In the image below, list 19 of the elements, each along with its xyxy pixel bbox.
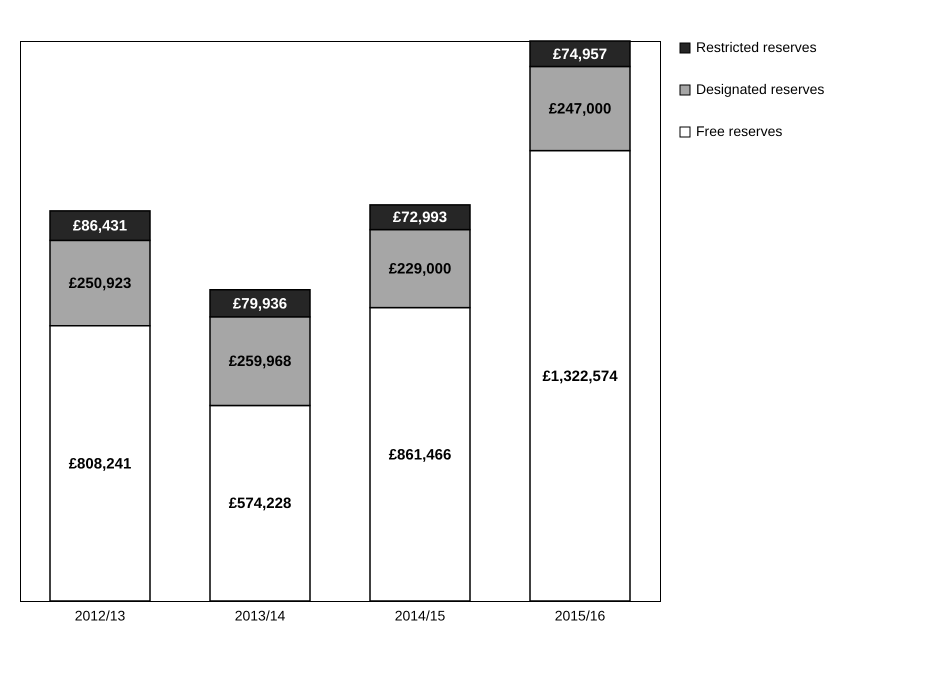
- x-tick-label: 2015/16: [554, 608, 606, 624]
- data-label: £229,000: [388, 260, 452, 278]
- data-label: £86,431: [72, 218, 128, 235]
- data-label: £259,968: [228, 353, 292, 370]
- data-label: £808,241: [68, 455, 132, 472]
- data-label: £861,466: [388, 446, 452, 464]
- data-label: £247,000: [548, 100, 612, 118]
- x-tick-label: 2014/15: [394, 608, 446, 624]
- legend-label: Designated reserves: [696, 81, 824, 97]
- data-label: £79,936: [232, 295, 288, 312]
- legend-label: Free reserves: [696, 123, 782, 139]
- data-label: £574,228: [228, 495, 292, 512]
- data-label: £1,322,574: [542, 368, 618, 385]
- data-label: £250,923: [68, 275, 132, 292]
- data-label: £72,993: [392, 209, 448, 226]
- x-tick-label: 2012/13: [74, 608, 126, 624]
- x-tick-label: 2013/14: [234, 608, 286, 624]
- legend-label: Restricted reserves: [696, 39, 817, 55]
- data-label: £74,957: [552, 46, 608, 63]
